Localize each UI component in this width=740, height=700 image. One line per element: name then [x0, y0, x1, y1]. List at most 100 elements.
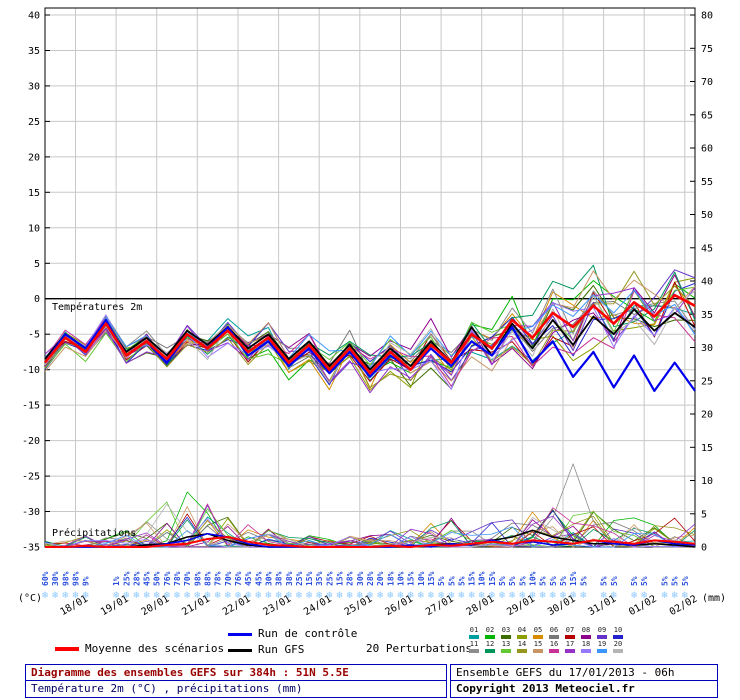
- svg-text:28%: 28%: [132, 571, 141, 586]
- svg-text:5%: 5%: [579, 576, 588, 586]
- main-series-group: [43, 293, 696, 548]
- svg-text:78%: 78%: [173, 571, 182, 586]
- svg-text:-35: -35: [22, 543, 40, 554]
- svg-text:❄: ❄: [681, 591, 689, 601]
- svg-text:5%: 5%: [539, 576, 548, 586]
- svg-text:❄: ❄: [62, 591, 70, 601]
- svg-text:25: 25: [28, 117, 40, 128]
- gfs-line-swatch: [228, 648, 252, 652]
- svg-text:❄: ❄: [559, 591, 567, 601]
- svg-text:15: 15: [28, 188, 40, 199]
- run-info: Ensemble GEFS du 17/01/2013 - 06h: [456, 666, 675, 679]
- svg-text:❄: ❄: [224, 591, 232, 601]
- perturbation-number: 16: [549, 640, 559, 648]
- svg-text:❄: ❄: [376, 591, 384, 601]
- svg-text:Précipitations: Précipitations: [52, 527, 136, 539]
- perturbation-number: 18: [581, 640, 591, 648]
- svg-text:10%: 10%: [478, 571, 487, 586]
- perturbation-number: 04: [517, 626, 527, 634]
- svg-text:5%: 5%: [671, 576, 680, 586]
- perturbation-number: 10: [613, 626, 623, 634]
- gfs-legend-label: Run GFS: [258, 643, 305, 656]
- perturbation-number: 08: [581, 626, 591, 634]
- svg-text:15%: 15%: [488, 571, 497, 586]
- svg-text:10%: 10%: [417, 571, 426, 586]
- diagram-info-box: Diagramme des ensembles GEFS sur 384h : …: [25, 664, 447, 698]
- control-line-swatch: [228, 632, 252, 636]
- perturbation-number: 20: [613, 640, 623, 648]
- svg-text:40: 40: [28, 11, 40, 22]
- perturbation-07: 07: [564, 627, 576, 639]
- svg-text:❄: ❄: [51, 591, 59, 601]
- svg-text:70%: 70%: [224, 571, 233, 586]
- svg-text:25%: 25%: [325, 571, 334, 586]
- mean-line-swatch: [55, 647, 79, 651]
- perturbations-count-label: 20 Perturbations: [366, 642, 472, 655]
- svg-text:10%: 10%: [397, 571, 406, 586]
- svg-text:❄: ❄: [539, 591, 547, 601]
- svg-text:5%: 5%: [549, 576, 558, 586]
- perturbation-number: 06: [549, 626, 559, 634]
- svg-text:❄: ❄: [194, 591, 202, 601]
- svg-text:-5: -5: [28, 330, 40, 341]
- svg-text:❄: ❄: [275, 591, 283, 601]
- svg-text:❄: ❄: [204, 591, 212, 601]
- svg-text:30: 30: [701, 343, 713, 354]
- svg-text:❄: ❄: [366, 591, 374, 601]
- svg-text:❄: ❄: [630, 591, 638, 601]
- svg-text:60: 60: [701, 144, 713, 155]
- legend-control: Run de contrôle: [228, 628, 357, 640]
- chart-labels-group: Températures 2m Précipitations: [52, 301, 142, 539]
- perturbation-row: 11 12 13 14 15 16 17 18 19 20: [468, 641, 624, 653]
- svg-text:45%: 45%: [143, 571, 152, 586]
- perturbation-color-grid: 01 02 03 04 05 06 07 08 09 10 11 12 13 14 15 16 17 18 19 20: [468, 627, 624, 655]
- svg-text:5%: 5%: [447, 576, 456, 586]
- svg-text:10: 10: [701, 476, 713, 487]
- svg-text:❄: ❄: [82, 591, 90, 601]
- perturbation-04: 04: [516, 627, 528, 639]
- svg-text:28%: 28%: [346, 571, 355, 586]
- svg-text:❄: ❄: [112, 591, 120, 601]
- diagram-title: Diagramme des ensembles GEFS sur 384h : …: [31, 666, 349, 679]
- perturbation-row: 01 02 03 04 05 06 07 08 09 10: [468, 627, 624, 639]
- svg-text:❄: ❄: [346, 591, 354, 601]
- svg-text:❄: ❄: [468, 591, 476, 601]
- perturbation-color-swatch: [485, 635, 495, 639]
- svg-text:30%: 30%: [264, 571, 273, 586]
- perturbation-number: 13: [501, 640, 511, 648]
- svg-text:-20: -20: [22, 436, 40, 447]
- svg-text:❄: ❄: [600, 591, 608, 601]
- perturbation-17: 17: [564, 641, 576, 653]
- perturbation-20: 20: [612, 641, 624, 653]
- svg-text:❄: ❄: [427, 591, 435, 601]
- snow-probability-group: 60%❄30%❄98%❄98%❄9%❄1%❄25%❄28%❄45%❄50%❄76…: [41, 571, 690, 601]
- svg-text:35: 35: [701, 310, 713, 321]
- perturbation-color-swatch: [501, 635, 511, 639]
- perturbation-color-swatch: [533, 635, 543, 639]
- svg-text:❄: ❄: [173, 591, 181, 601]
- svg-text:❄: ❄: [569, 591, 577, 601]
- svg-text:20: 20: [701, 410, 713, 421]
- svg-text:❄: ❄: [153, 591, 161, 601]
- svg-text:70: 70: [701, 77, 713, 88]
- svg-text:35: 35: [28, 46, 40, 57]
- svg-text:15%: 15%: [569, 571, 578, 586]
- svg-text:❄: ❄: [407, 591, 415, 601]
- svg-text:35%: 35%: [315, 571, 324, 586]
- run-info-box: Ensemble GEFS du 17/01/2013 - 06h Copyri…: [450, 664, 718, 698]
- svg-text:❄: ❄: [244, 591, 252, 601]
- svg-text:❄: ❄: [508, 591, 516, 601]
- diagram-subtitle: Température 2m (°C) , précipitations (mm…: [26, 680, 446, 696]
- legend-mean: Moyenne des scénarios: [55, 643, 224, 655]
- svg-text:5%: 5%: [437, 576, 446, 586]
- svg-text:❄: ❄: [448, 591, 456, 601]
- perturbation-02: 02: [484, 627, 496, 639]
- svg-text:15%: 15%: [427, 571, 436, 586]
- svg-text:15%: 15%: [305, 571, 314, 586]
- perturbation-number: 15: [533, 640, 543, 648]
- perturbation-number: 02: [485, 626, 495, 634]
- perturbation-09: 09: [596, 627, 608, 639]
- svg-text:50: 50: [701, 210, 713, 221]
- perturbation-color-swatch: [613, 635, 623, 639]
